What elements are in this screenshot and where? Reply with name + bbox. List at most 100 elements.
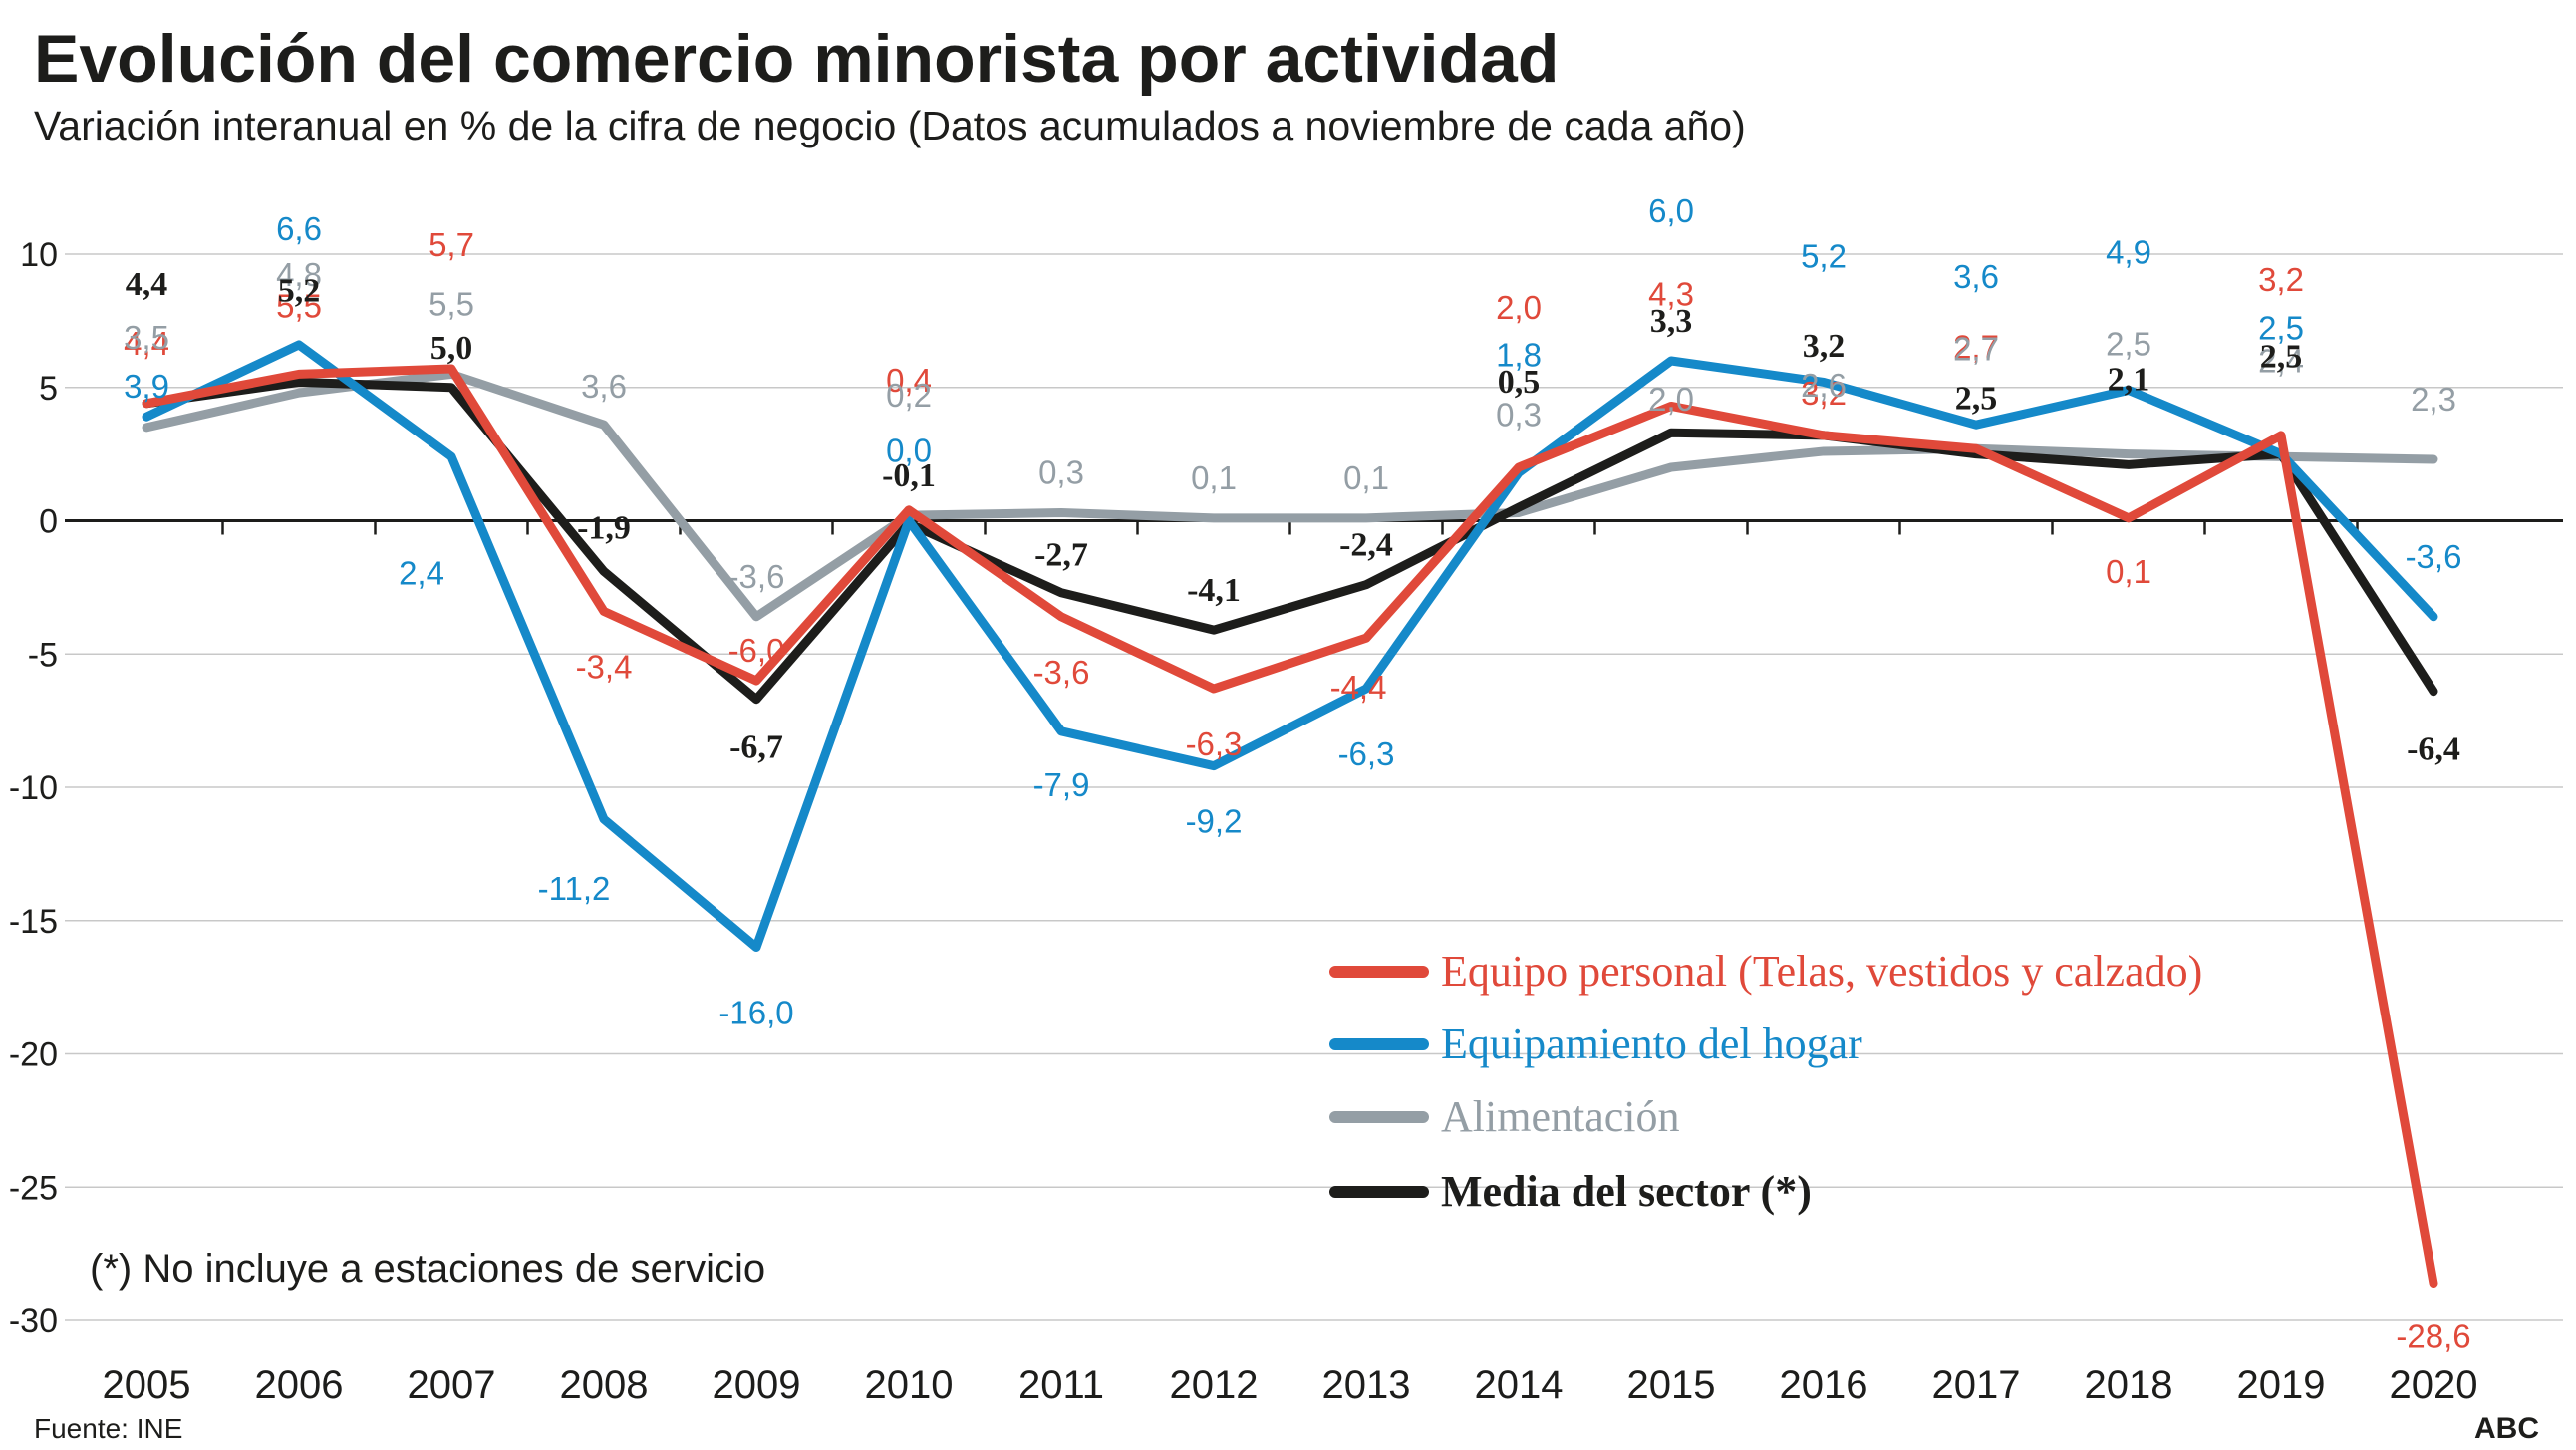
x-tick-label: 2007 — [408, 1363, 496, 1407]
x-tick-label: 2012 — [1170, 1363, 1259, 1407]
data-label-media-sector: 5,0 — [430, 330, 473, 367]
x-tick-label: 2009 — [713, 1363, 801, 1407]
data-label-equipamiento-hogar: -9,2 — [1186, 803, 1243, 840]
data-label-media-sector: -2,7 — [1034, 537, 1088, 574]
series-lines — [142, 340, 2438, 1289]
data-label-equipamiento-hogar: 5,2 — [1801, 237, 1847, 274]
x-tick-label: 2013 — [1322, 1363, 1411, 1407]
x-tick-label: 2014 — [1475, 1363, 1564, 1407]
data-label-media-sector: -6,7 — [729, 729, 783, 766]
data-label-media-sector: 2,1 — [2108, 361, 2150, 398]
data-label-alimentacion: 2,7 — [1953, 330, 1999, 367]
y-tick-label: 10 — [20, 236, 58, 274]
data-label-alimentacion: 0,1 — [1343, 459, 1389, 496]
y-axis: 10 5 0 -5 -10 -15 -20 -25 -30 — [9, 236, 58, 1340]
data-label-media-sector: 5,2 — [278, 272, 321, 309]
x-tick-label: 2018 — [2085, 1363, 2173, 1407]
series-line-equipo-personal — [142, 364, 2438, 1289]
x-tick-label: 2010 — [865, 1363, 954, 1407]
legend-label-media-sector: Media del sector (*) — [1441, 1167, 1812, 1216]
data-label-equipo-personal: -3,6 — [1033, 654, 1090, 691]
data-label-equipamiento-hogar: 4,9 — [2106, 233, 2151, 270]
legend-label-equipo-personal: Equipo personal (Telas, vestidos y calza… — [1441, 947, 2202, 996]
x-tick-label: 2006 — [255, 1363, 344, 1407]
data-label-alimentacion: 2,0 — [1648, 381, 1694, 418]
y-tick-label: 5 — [39, 370, 58, 408]
x-tick-label: 2020 — [2390, 1363, 2478, 1407]
data-label-equipo-personal: 5,5 — [276, 287, 322, 324]
data-label-equipo-personal: 0,4 — [886, 362, 932, 399]
data-label-media-sector: 4,4 — [126, 266, 168, 303]
data-label-equipo-personal: -4,4 — [1330, 669, 1387, 706]
x-tick-label: 2011 — [1018, 1363, 1104, 1407]
brand-logo-text: ABC — [2474, 1412, 2539, 1445]
y-tick-label: -15 — [9, 903, 58, 941]
data-label-media-sector: 0,5 — [1498, 364, 1541, 401]
data-label-equipamiento-hogar: 2,4 — [399, 554, 444, 591]
data-label-equipo-personal: 4,3 — [1648, 275, 1694, 312]
chart-subtitle: Variación interanual en % de la cifra de… — [34, 103, 1746, 148]
data-label-alimentacion: 0,3 — [1038, 453, 1084, 490]
x-axis: 2005 2006 2007 2008 2009 2010 2011 2012 2013 2014… — [103, 1363, 2478, 1407]
y-tick-label: -30 — [9, 1303, 58, 1340]
data-label-media-sector: 2,5 — [2260, 339, 2303, 376]
data-label-alimentacion: 4,8 — [276, 256, 322, 293]
data-label-equipamiento-hogar: -11,2 — [538, 870, 611, 907]
data-label-alimentacion: 3,5 — [124, 319, 169, 356]
data-label-equipo-personal: -3,4 — [576, 648, 633, 685]
data-label-alimentacion: 3,6 — [581, 368, 627, 405]
x-tick-label: 2017 — [1932, 1363, 2021, 1407]
legend: Equipo personal (Telas, vestidos y calza… — [1329, 947, 2202, 1216]
x-tick-label: 2005 — [103, 1363, 191, 1407]
data-label-media-sector: 3,2 — [1803, 328, 1846, 365]
data-labels: 4,45,55,7-3,4 -6,00,4-3,6-6,3-4,42,0 4,33,… — [124, 192, 2471, 1355]
data-label-equipamiento-hogar: -16,0 — [718, 995, 793, 1031]
data-label-media-sector: -1,9 — [577, 509, 631, 546]
data-label-alimentacion: 2,5 — [2106, 326, 2151, 363]
data-label-equipo-personal: -28,6 — [2396, 1318, 2470, 1355]
data-label-media-sector: -2,4 — [1339, 527, 1393, 564]
footnote: (*) No incluye a estaciones de servicio — [90, 1247, 765, 1291]
data-label-equipamiento-hogar: -6,3 — [1338, 735, 1395, 772]
x-tick-label: 2008 — [560, 1363, 649, 1407]
data-label-equipo-personal: -6,0 — [728, 632, 785, 669]
data-label-equipo-personal: 3,2 — [1801, 375, 1847, 412]
y-tick-label: -20 — [9, 1036, 58, 1074]
data-label-equipo-personal: -6,3 — [1186, 725, 1243, 762]
chart-title: Evolución del comercio minorista por act… — [34, 21, 1559, 97]
data-label-alimentacion: -3,6 — [728, 558, 785, 595]
data-label-media-sector: -6,4 — [2407, 731, 2460, 768]
data-label-equipamiento-hogar: 3,6 — [1953, 258, 1999, 295]
data-label-equipo-personal: 0,1 — [2106, 553, 2151, 590]
series-line-media-sector — [142, 377, 2438, 705]
data-label-equipamiento-hogar: 0,0 — [886, 433, 932, 469]
y-tick-label: -25 — [9, 1169, 58, 1207]
series-line-alimentacion — [142, 369, 2438, 622]
data-label-equipamiento-hogar: 6,0 — [1648, 192, 1694, 229]
data-label-equipo-personal: 5,7 — [429, 226, 474, 263]
y-tick-label: -10 — [9, 769, 58, 807]
data-label-media-sector: -4,1 — [1187, 572, 1241, 609]
data-label-equipamiento-hogar: 3,9 — [124, 368, 169, 405]
x-tick-label: 2016 — [1780, 1363, 1868, 1407]
data-label-alimentacion: 2,3 — [2411, 381, 2456, 418]
series-line-equipamiento-hogar — [142, 340, 2438, 952]
y-tick-label: -5 — [28, 636, 58, 674]
data-label-alimentacion: 2,4 — [2258, 342, 2304, 379]
data-label-equipo-personal: 2,0 — [1496, 289, 1542, 326]
data-label-equipamiento-hogar: -3,6 — [2406, 538, 2462, 575]
source-credit: Fuente: INE — [34, 1413, 182, 1444]
data-label-alimentacion: 0,2 — [886, 377, 932, 414]
data-label-equipo-personal: 2,7 — [1953, 328, 1999, 365]
data-label-alimentacion: 0,3 — [1496, 396, 1542, 433]
data-label-equipamiento-hogar: 2,5 — [2258, 310, 2304, 347]
data-label-alimentacion: 5,5 — [429, 285, 474, 322]
data-label-media-sector: 3,3 — [1650, 303, 1693, 340]
data-label-alimentacion: 2,6 — [1801, 367, 1847, 404]
data-label-media-sector: 2,5 — [1955, 381, 1998, 418]
x-tick-label: 2019 — [2237, 1363, 2326, 1407]
legend-label-alimentacion: Alimentación — [1441, 1092, 1680, 1141]
data-label-equipo-personal: 4,4 — [124, 325, 169, 362]
x-tick-label: 2015 — [1627, 1363, 1716, 1407]
